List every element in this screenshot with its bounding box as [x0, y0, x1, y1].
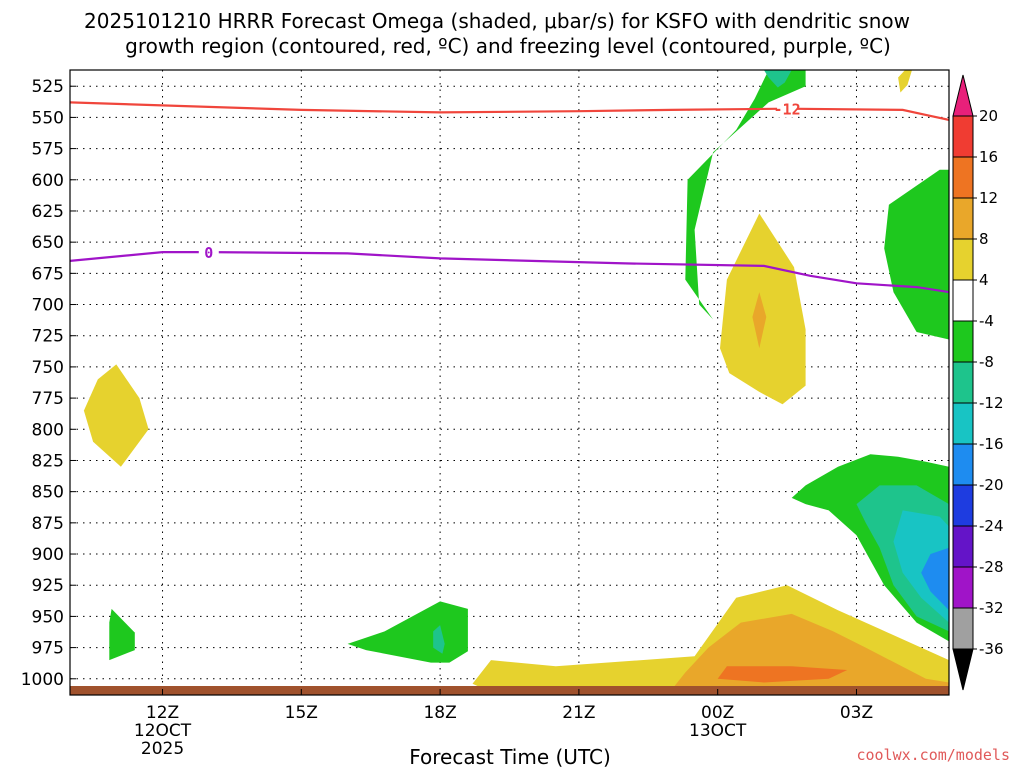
colorbar-label: -24: [979, 517, 1004, 535]
colorbar-bin-1: [952, 115, 974, 158]
y-tick-label: 850: [32, 483, 64, 503]
omega-region-3: [884, 169, 949, 340]
y-tick-label: 825: [32, 451, 64, 471]
colorbar-label: 12: [979, 189, 998, 207]
colorbar-bin-14: [952, 648, 974, 691]
x-tick-label: 03Z: [840, 703, 873, 723]
y-tick-label: 925: [32, 576, 64, 596]
colorbar-bin-10: [952, 484, 974, 527]
y-tick-label: 800: [32, 420, 64, 440]
y-tick-label: 875: [32, 514, 64, 534]
contour-lines: -12 0: [70, 99, 949, 294]
colorbar-bin-11: [952, 525, 974, 568]
y-tick-label: 950: [32, 607, 64, 627]
omega-region-16: [717, 666, 848, 683]
credit-text: coolwx.com/models: [856, 746, 1010, 764]
omega-shaded-regions: [83, 70, 949, 690]
omega-region-5: [752, 292, 767, 349]
x-tick-label: 00Z: [701, 703, 734, 723]
omega-region-1: [763, 70, 792, 88]
colorbar: 20 16 12 8 4 -4 -8 -12 -16 -20 -24 -28 -32 -36: [952, 74, 1004, 691]
colorbar-bin-6: [952, 320, 974, 363]
contour-line-0: [70, 101, 949, 121]
colorbar-bin-13: [952, 607, 974, 650]
colorbar-bin-5: [952, 279, 974, 322]
x-tick-label: 21Z: [562, 703, 595, 723]
y-tick-label: 650: [32, 233, 64, 253]
y-tick-label: 700: [32, 296, 64, 316]
colorbar-label: -32: [979, 599, 1004, 617]
colorbar-bin-7: [952, 361, 974, 404]
plot-frame: [69, 69, 950, 696]
colorbar-label: 20: [979, 107, 998, 125]
axes: 525 550 575 600 625 650 675 700 725 750 775 800 825 8…: [21, 77, 873, 759]
omega-region-7: [109, 608, 135, 661]
colorbar-bin-0: [952, 74, 974, 117]
omega-region-6: [83, 364, 149, 467]
omega-region-13: [921, 547, 949, 611]
y-tick-label: 550: [32, 108, 64, 128]
y-tick-label: 975: [32, 639, 64, 659]
colorbar-label: -20: [979, 476, 1004, 494]
x-tick-label: 13OCT: [689, 721, 747, 741]
y-tick-label: 900: [32, 545, 64, 565]
x-tick-label: 15Z: [285, 703, 318, 723]
y-tick-label: 575: [32, 140, 64, 160]
y-tick-label: 1000: [21, 670, 64, 690]
colorbar-label: -12: [979, 394, 1004, 412]
colorbar-bin-4: [952, 238, 974, 281]
chart-title-line2: growth region (contoured, red, ºC) and f…: [125, 34, 891, 58]
ground-strip: [70, 686, 949, 695]
colorbar-bin-9: [952, 443, 974, 486]
contour-label-bg: [777, 99, 798, 118]
colorbar-label: 8: [979, 230, 989, 248]
x-axis-title: Forecast Time (UTC): [409, 745, 611, 768]
colorbar-bin-3: [952, 197, 974, 240]
colorbar-bin-12: [952, 566, 974, 609]
x-tick-label: 12Z: [146, 703, 179, 723]
chart-title-line1: 2025101210 HRRR Forecast Omega (shaded, …: [84, 9, 910, 33]
omega-region-2: [898, 70, 912, 93]
colorbar-label: -28: [979, 558, 1004, 576]
y-tick-label: 600: [32, 171, 64, 191]
contour-label: -12: [774, 101, 801, 119]
y-tick-label: 675: [32, 264, 64, 284]
x-tick-label: 12OCT: [134, 721, 192, 741]
omega-region-9: [433, 625, 445, 654]
contour-label-bg: [198, 243, 219, 262]
y-tick-label: 525: [32, 77, 64, 97]
colorbar-bin-8: [952, 402, 974, 445]
colorbar-bin-2: [952, 156, 974, 199]
x-tick-label: 18Z: [423, 703, 456, 723]
colorbar-label: -4: [979, 312, 994, 330]
y-tick-label: 625: [32, 202, 64, 222]
omega-region-0: [685, 70, 806, 320]
gridlines: [70, 70, 949, 695]
colorbar-label: 4: [979, 271, 989, 289]
colorbar-label: -8: [979, 353, 994, 371]
colorbar-label: -36: [979, 640, 1004, 658]
contour-label: 0: [204, 244, 213, 262]
x-tick-label: 2025: [141, 739, 184, 759]
colorbar-label: 16: [979, 148, 998, 166]
y-tick-label: 775: [32, 389, 64, 409]
contour-line-1: [70, 251, 949, 294]
y-tick-label: 750: [32, 358, 64, 378]
colorbar-label: -16: [979, 435, 1004, 453]
y-tick-label: 725: [32, 327, 64, 347]
